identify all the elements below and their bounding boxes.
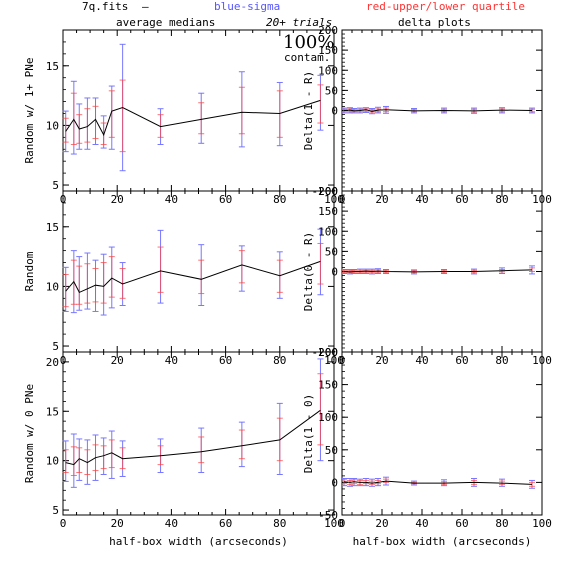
x-tick-label: 80: [495, 517, 508, 530]
y-tick-label: 200: [318, 346, 338, 359]
x-tick-label: 20: [111, 354, 124, 367]
y-tick-label: 5: [52, 504, 59, 517]
x-axis-label: half-box width (arcseconds): [109, 535, 288, 548]
plot-frame: [341, 351, 543, 516]
x-tick-label: 20: [111, 193, 124, 206]
median-line: [343, 269, 533, 273]
x-tick-label: 40: [165, 193, 178, 206]
median-line: [343, 109, 533, 112]
x-tick-label: 40: [415, 517, 428, 530]
x-tick-label: 40: [415, 193, 428, 206]
contamination-percent: 100%: [283, 32, 334, 53]
legend-red-quartile: red-upper/lower quartile: [366, 0, 525, 13]
median-line: [343, 480, 533, 485]
y-tick-label: 100: [318, 225, 338, 238]
x-tick-label: 20: [111, 517, 124, 530]
y-axis-label: Random: [23, 251, 36, 291]
y-tick-label: 0: [331, 105, 338, 118]
x-tick-label: 100: [532, 517, 552, 530]
x-tick-label: 60: [455, 517, 468, 530]
x-tick-label: 40: [165, 517, 178, 530]
y-tick-label: 150: [318, 44, 338, 57]
y-tick-label: 5: [52, 340, 59, 353]
panel-top-left: 0 20 40 60 80 100 5 10 15 Random w/ 1+ PNe: [23, 29, 344, 206]
y-tick-label: 15: [46, 221, 59, 234]
median-line: [65, 99, 321, 137]
y-tick-label: 100: [318, 64, 338, 77]
x-tick-label: 40: [415, 354, 428, 367]
x-tick-label: 80: [273, 517, 286, 530]
x-tick-label: 80: [495, 354, 508, 367]
y-tick-label: 50: [325, 245, 338, 258]
x-tick-label: 60: [219, 193, 232, 206]
x-tick-label: 60: [455, 354, 468, 367]
y-tick-label: -50: [318, 509, 338, 522]
legend-blue-sigma: blue-sigma: [214, 0, 280, 13]
x-tick-label: 60: [219, 517, 232, 530]
y-tick-label: 0: [331, 476, 338, 489]
panel-bottom-left: 0 20 40 60 80 100 5 10 15 20 Random w/ 0 PNe half…: [23, 351, 344, 548]
median-line: [65, 260, 321, 294]
plot-frame: [62, 351, 335, 516]
y-axis-label: Delta(1 - R): [302, 71, 315, 150]
legend-dash: —: [142, 0, 149, 13]
y-tick-label: 200: [318, 185, 338, 198]
y-tick-label: 15: [46, 60, 59, 73]
x-tick-label: 40: [165, 354, 178, 367]
x-tick-label: 60: [219, 354, 232, 367]
x-tick-label: 0: [60, 517, 67, 530]
left-title: average medians: [116, 16, 215, 29]
y-tick-label: 20: [46, 356, 59, 369]
y-tick-label: -200: [312, 346, 339, 359]
y-tick-label: 15: [46, 405, 59, 418]
x-tick-label: 80: [273, 193, 286, 206]
x-tick-label: 20: [375, 354, 388, 367]
x-axis-label: half-box width (arcseconds): [353, 535, 532, 548]
y-tick-label: 10: [46, 455, 59, 468]
y-tick-label: 10: [46, 119, 59, 132]
y-axis-label: Delta(1 - 0): [302, 394, 315, 473]
x-tick-label: 80: [273, 354, 286, 367]
x-tick-label: 60: [455, 193, 468, 206]
y-tick-label: 150: [318, 379, 338, 392]
y-tick-label: 150: [318, 205, 338, 218]
x-tick-label: 20: [375, 193, 388, 206]
median-line: [65, 409, 321, 466]
right-title: delta plots: [398, 16, 471, 29]
panel-middle-left: 0 20 40 60 80 100 5 10 15 Random: [23, 190, 344, 367]
y-tick-label: 50: [325, 444, 338, 457]
axis-frame: 0 20 40 60 80 100 5 10 15 20: [46, 351, 344, 530]
y-tick-label: 200: [318, 24, 338, 37]
y-tick-label: 5: [52, 179, 59, 192]
y-axis-label: Delta(0 - R): [302, 232, 315, 311]
trials-label: 20+ trials: [266, 16, 332, 29]
x-tick-label: 100: [324, 517, 344, 530]
file-label: 7q.fits: [82, 0, 128, 13]
y-tick-label: 50: [325, 84, 338, 97]
x-tick-label: 80: [495, 193, 508, 206]
y-axis-label: Random w/ 1+ PNe: [23, 58, 36, 164]
y-tick-label: 0: [331, 266, 338, 279]
contamination-label: contam.: [284, 51, 330, 64]
y-tick-label: 100: [318, 411, 338, 424]
y-tick-label: -200: [312, 185, 339, 198]
y-tick-label: 10: [46, 280, 59, 293]
y-axis-label: Random w/ 0 PNe: [23, 384, 36, 483]
x-tick-label: 0: [339, 517, 346, 530]
axis-frame: 0 20 40 60 80 100 5 10 15: [46, 190, 344, 367]
x-tick-label: 20: [375, 517, 388, 530]
